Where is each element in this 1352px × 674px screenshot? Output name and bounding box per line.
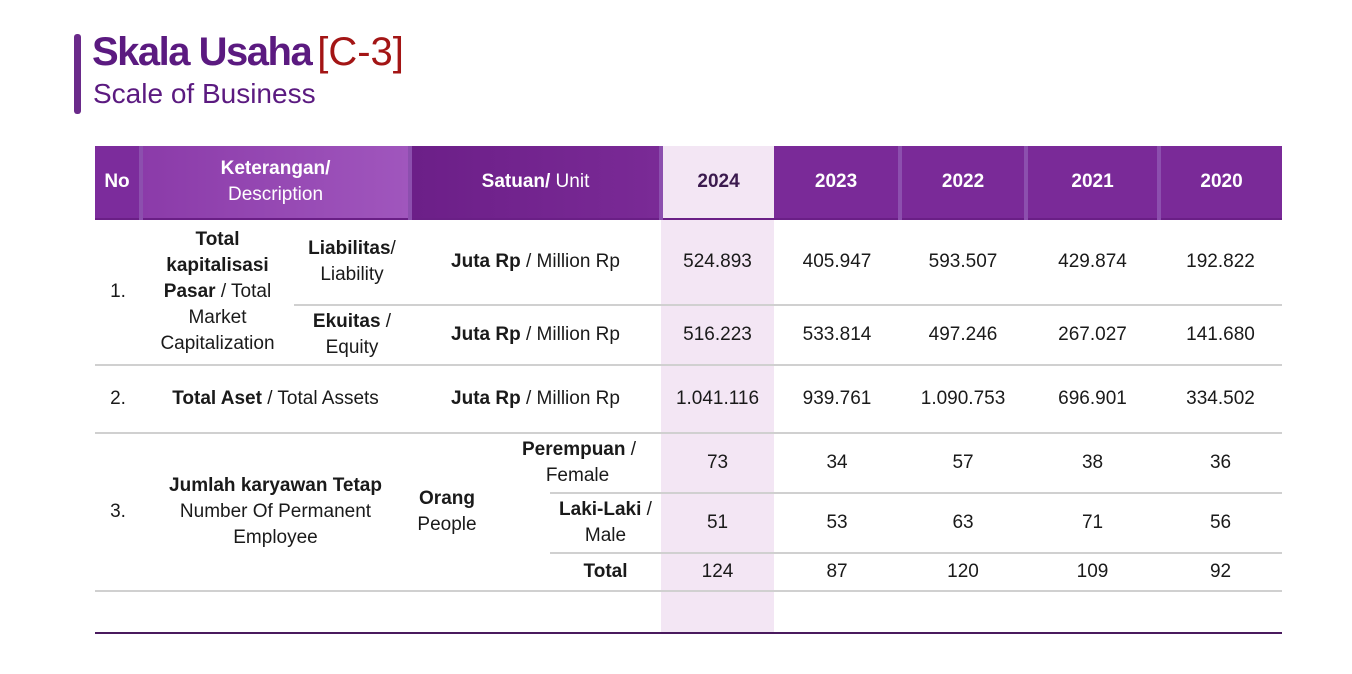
assets-2021: 696.901 <box>1026 365 1160 434</box>
header-year-2022: 2022 <box>900 146 1029 219</box>
male-2020: 56 <box>1159 493 1283 554</box>
liability-2023: 405.947 <box>774 219 901 306</box>
male-2021: 71 <box>1026 493 1160 554</box>
male-2023: 53 <box>774 493 901 554</box>
female-2024: 73 <box>661 433 775 494</box>
table-row: 3. Jumlah karyawan Tetap Number Of Perma… <box>95 433 1283 592</box>
equity-label: Ekuitas / Equity <box>294 305 410 366</box>
unit-million-rp: Juta Rp / Million Rp <box>410 305 662 366</box>
female-2020: 36 <box>1159 433 1283 494</box>
header-year-2021: 2021 <box>1026 146 1162 219</box>
table-footer-row <box>95 591 1283 634</box>
assets-2022: 1.090.753 <box>900 365 1027 434</box>
total-label: Total <box>550 553 662 592</box>
table-row: Total 124 87 120 109 92 <box>95 553 1283 592</box>
market-cap-label: Total kapitalisasi Pasar / Total Market … <box>141 219 294 366</box>
row-number: 1. <box>95 219 141 366</box>
header-year-2020: 2020 <box>1159 146 1283 219</box>
section-code: [C-3] <box>317 30 404 74</box>
female-label: Perempuan / Female <box>522 433 636 494</box>
total-2023: 87 <box>774 553 901 592</box>
assets-2020: 334.502 <box>1159 365 1283 434</box>
page-title: Skala Usaha [C-3] <box>92 30 404 74</box>
total-assets-label: Total Aset / Total Assets <box>141 365 410 434</box>
header-year-2023: 2023 <box>774 146 903 219</box>
liability-2024: 524.893 <box>661 219 775 306</box>
male-2024: 51 <box>661 493 775 554</box>
header-no: No <box>95 146 143 219</box>
total-2024: 124 <box>661 553 775 592</box>
equity-2020: 141.680 <box>1159 305 1283 366</box>
equity-2022: 497.246 <box>900 305 1027 366</box>
equity-2024: 516.223 <box>661 305 775 366</box>
liability-2020: 192.822 <box>1159 219 1283 306</box>
equity-2023: 533.814 <box>774 305 901 366</box>
row-number: 3. <box>95 433 141 592</box>
scale-of-business-table-wrapper: No Keterangan/ Description Satuan/ Unit … <box>95 146 1283 638</box>
table-row: 1. Total kapitalisasi Pasar / Total Mark… <box>95 219 1283 366</box>
liability-2021: 429.874 <box>1026 219 1160 306</box>
total-2021: 109 <box>1026 553 1160 592</box>
total-2022: 120 <box>900 553 1027 592</box>
title-accent-bar <box>74 34 81 114</box>
male-2022: 63 <box>900 493 1027 554</box>
liability-label: Liabilitas/ Liability <box>294 219 410 306</box>
assets-2024: 1.041.116 <box>661 365 775 434</box>
unit-million-rp: Juta Rp / Million Rp <box>410 219 662 306</box>
page-subtitle: Scale of Business <box>93 78 316 109</box>
male-label: Laki-Laki / Male <box>550 493 662 554</box>
table-row: Laki-Laki / Male 51 53 63 71 56 <box>95 493 1283 554</box>
equity-2021: 267.027 <box>1026 305 1160 366</box>
assets-2023: 939.761 <box>774 365 901 434</box>
unit-people: Orang People <box>410 433 550 592</box>
total-2020: 92 <box>1159 553 1283 592</box>
table-row: Ekuitas / Equity Juta Rp / Million Rp 51… <box>95 305 1283 366</box>
scale-of-business-table: No Keterangan/ Description Satuan/ Unit … <box>95 146 1283 634</box>
female-2021: 38 <box>1026 433 1160 494</box>
header-description: Keterangan/ Description <box>141 146 412 219</box>
row-number: 2. <box>95 365 141 434</box>
header-year-2024: 2024 <box>661 146 775 219</box>
liability-2022: 593.507 <box>900 219 1027 306</box>
unit-million-rp: Juta Rp / Million Rp <box>410 365 662 434</box>
employees-label: Jumlah karyawan Tetap Number Of Permanen… <box>141 433 410 592</box>
table-row: 2. Total Aset / Total Assets Juta Rp / M… <box>95 365 1283 434</box>
header-unit: Satuan/ Unit <box>410 146 664 219</box>
female-2022: 57 <box>900 433 1027 494</box>
female-2023: 34 <box>774 433 901 494</box>
header-row: No Keterangan/ Description Satuan/ Unit … <box>95 146 1283 219</box>
